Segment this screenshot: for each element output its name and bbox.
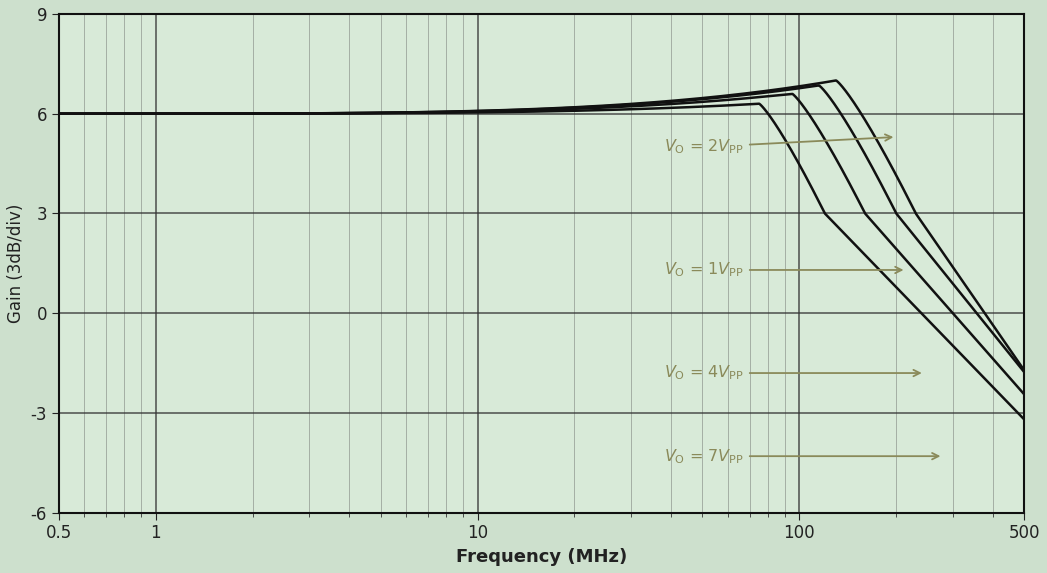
- Text: $V_{\mathregular{O}}$ = 2$V_{\mathregular{PP}}$: $V_{\mathregular{O}}$ = 2$V_{\mathregula…: [664, 134, 891, 156]
- Text: $V_{\mathregular{O}}$ = 1$V_{\mathregular{PP}}$: $V_{\mathregular{O}}$ = 1$V_{\mathregula…: [664, 261, 901, 279]
- Text: $V_{\mathregular{O}}$ = 4$V_{\mathregular{PP}}$: $V_{\mathregular{O}}$ = 4$V_{\mathregula…: [664, 364, 920, 382]
- Y-axis label: Gain (3dB/div): Gain (3dB/div): [7, 203, 25, 323]
- X-axis label: Frequency (MHz): Frequency (MHz): [455, 548, 627, 566]
- Text: $V_{\mathregular{O}}$ = 7$V_{\mathregular{PP}}$: $V_{\mathregular{O}}$ = 7$V_{\mathregula…: [664, 447, 938, 465]
